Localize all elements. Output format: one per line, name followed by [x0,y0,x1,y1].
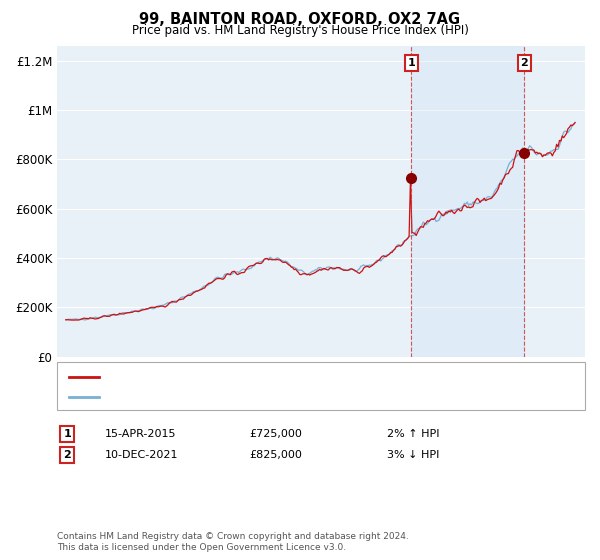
Text: HPI: Average price, detached house, Oxford: HPI: Average price, detached house, Oxfo… [108,391,347,402]
Text: 1: 1 [407,58,415,68]
Text: 99, BAINTON ROAD, OXFORD, OX2 7AG: 99, BAINTON ROAD, OXFORD, OX2 7AG [139,12,461,27]
Text: 3% ↓ HPI: 3% ↓ HPI [387,450,440,460]
Text: 99, BAINTON ROAD, OXFORD, OX2 7AG (detached house): 99, BAINTON ROAD, OXFORD, OX2 7AG (detac… [108,372,422,382]
Text: 2: 2 [521,58,528,68]
Text: Contains HM Land Registry data © Crown copyright and database right 2024.
This d: Contains HM Land Registry data © Crown c… [57,532,409,552]
Text: 15-APR-2015: 15-APR-2015 [105,429,177,439]
Text: £825,000: £825,000 [249,450,302,460]
Bar [411,46,524,357]
Text: 2% ↑ HPI: 2% ↑ HPI [387,429,440,439]
Text: 2: 2 [63,450,71,460]
Text: £725,000: £725,000 [249,429,302,439]
Text: Price paid vs. HM Land Registry's House Price Index (HPI): Price paid vs. HM Land Registry's House … [131,24,469,37]
Text: 10-DEC-2021: 10-DEC-2021 [105,450,179,460]
Text: 1: 1 [63,429,71,439]
